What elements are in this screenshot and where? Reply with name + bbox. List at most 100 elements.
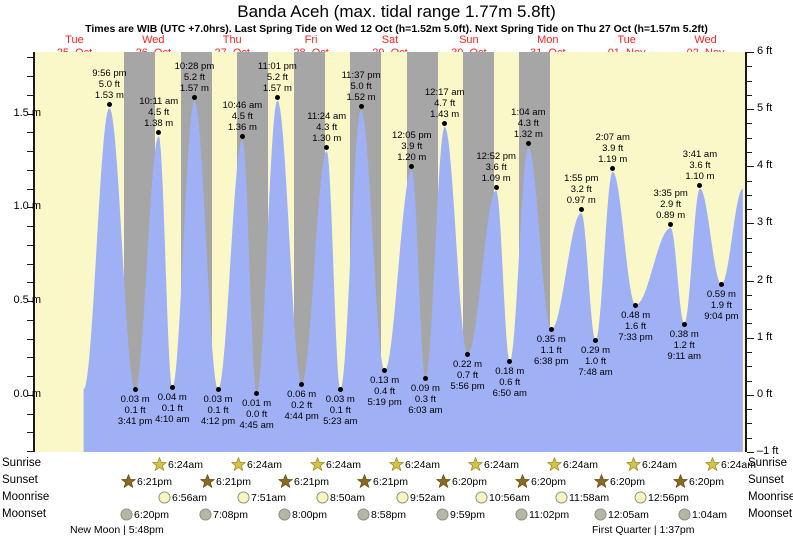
tide-extreme-dot [299,381,305,387]
moonset-icon [436,508,449,521]
low-tide-label-6: 0.03 m 0.1 ft 5:23 am [298,387,382,428]
moonrise-entry-7: 12:56pm [634,491,689,504]
tide-height-m: 0.04 m [157,392,187,404]
tide-height-m: 0.38 m [669,328,699,340]
tide-height-m: 0.59 m [706,289,736,301]
moonrise-entry-5: 10:56am [475,491,530,504]
moonrise-icon [634,491,647,504]
tide-height-m: 1.30 m [312,133,342,145]
tide-height-ft: 1.0 ft [585,356,607,368]
tide-extreme-dot [668,222,674,227]
moonset-entry-4: 8:58pm [357,508,406,521]
water-area [83,100,743,452]
y-axis-label-m: 1.5 m [13,106,41,119]
tide-height-ft: 3.6 ft [689,159,711,171]
tide-time: 11:24 am [307,111,347,123]
tide-time: 9:04 pm [704,311,739,323]
tide-height-ft: 3.6 ft [485,161,507,173]
moonset-icon [357,508,370,521]
sunrise-icon [389,457,404,472]
tide-height-m: 1.43 m [430,108,460,120]
sunset-entry-7: 6:20pm [594,474,645,489]
moonrise-icon [396,491,409,504]
tide-height-ft: 0.1 ft [329,405,351,417]
sunrise-icon [468,457,483,472]
high-tide-label-7: 11:37 pm 5.0 ft 1.52 m [319,69,403,109]
sunset-entry-8: 6:20pm [673,474,724,489]
low-tide-label-12: 0.29 m 1.0 ft 7:48 am [554,338,638,378]
moonset-time: 7:08pm [213,508,249,521]
tide-time: 12:17 am [424,86,465,98]
sunrise-entry-4: 6:24am [389,457,440,472]
moonset-time: 11:02pm [529,508,570,521]
tide-extreme-dot [274,94,280,100]
tide-extreme-dot [422,375,428,381]
tide-extreme-dot [191,94,197,100]
high-tide-label-10: 12:52 pm 3.6 ft 1.09 m [454,151,538,190]
tide-time: 10:11 am [139,96,179,108]
moonrise-time: 12:56pm [648,491,689,504]
high-tide-label-3: 10:28 pm 5.2 ft 1.57 m [152,61,236,100]
tide-extreme-dot [718,282,724,288]
high-tide-label-2: 10:11 am 4.5 ft 1.38 m [117,96,201,136]
tide-extreme-dot [493,184,499,190]
y-tick-right [747,166,754,168]
tide-time: 6:38 pm [534,356,569,368]
row-label-moonset-right: Moonset [748,508,793,520]
tide-time: 5:23 am [323,416,358,428]
tide-time: 10:46 am [222,99,263,111]
sunset-entry-4: 6:21pm [357,474,408,489]
moonrise-time: 9:52am [410,491,446,504]
tide-extreme-dot [337,387,343,393]
day-weekday: Wed [142,34,165,46]
tide-time: 9:56 pm [92,68,127,80]
y-tick-right [747,252,752,253]
moonset-entry-2: 7:08pm [199,508,248,521]
tide-time: 6:50 am [492,388,527,400]
moonset-time: 9:59pm [450,508,486,521]
y-tick-right [747,52,754,54]
tide-extreme-dot [525,141,531,147]
sunrise-entry-7: 6:24am [626,457,677,472]
tide-extreme-dot [254,390,260,396]
tide-extreme-dot [507,359,513,365]
tide-extreme-dot [697,182,703,188]
y-tick-left [27,244,33,246]
row-label-sunrise-right: Sunrise [748,457,787,469]
tide-height-ft: 1.1 ft [540,345,562,357]
tide-height-m: 1.57 m [179,82,209,94]
row-label-moonrise-left: Moonrise [2,491,50,503]
y-axis-label-ft: 6 ft [757,45,773,58]
sunset-time: 6:21pm [216,475,252,488]
low-tide-label-5: 0.06 m 0.2 ft 4:44 pm [260,381,344,422]
y-tick-right [747,351,752,353]
y-tick-right [747,451,754,453]
sunrise-entry-1: 6:24am [152,457,203,472]
tide-height-ft: 4.5 ft [148,107,170,119]
low-tide-label-13: 0.48 m 1.6 ft 7:33 pm [594,302,678,343]
y-tick-right [747,266,752,268]
y-tick-left [27,76,33,78]
tide-height-ft: 3.2 ft [570,184,592,195]
y-tick-left [27,94,33,96]
tide-height-m: 0.18 m [495,366,525,378]
high-tide-label-15: 3:41 am 3.6 ft 1.10 m [658,149,742,188]
sunrise-icon [626,457,641,472]
y-tick-right [747,66,752,68]
tide-height-ft: 4.7 ft [434,97,456,109]
y-tick-left [27,282,33,284]
tide-height-m: 1.38 m [144,118,174,130]
moonrise-time: 8:50am [330,491,366,504]
tide-height-m: 0.35 m [536,334,566,346]
tide-extreme-dot [610,165,616,171]
day-weekday: Sat [381,34,399,46]
tide-height-m: 0.09 m [410,382,440,394]
tide-height-m: 0.29 m [581,345,611,357]
y-axis-label-ft: 1 ft [757,330,773,343]
tide-time: 11:37 pm [341,69,381,81]
sunset-time: 6:20pm [610,475,646,488]
tide-time: 5:19 pm [367,397,402,409]
y-tick-right [747,194,752,196]
